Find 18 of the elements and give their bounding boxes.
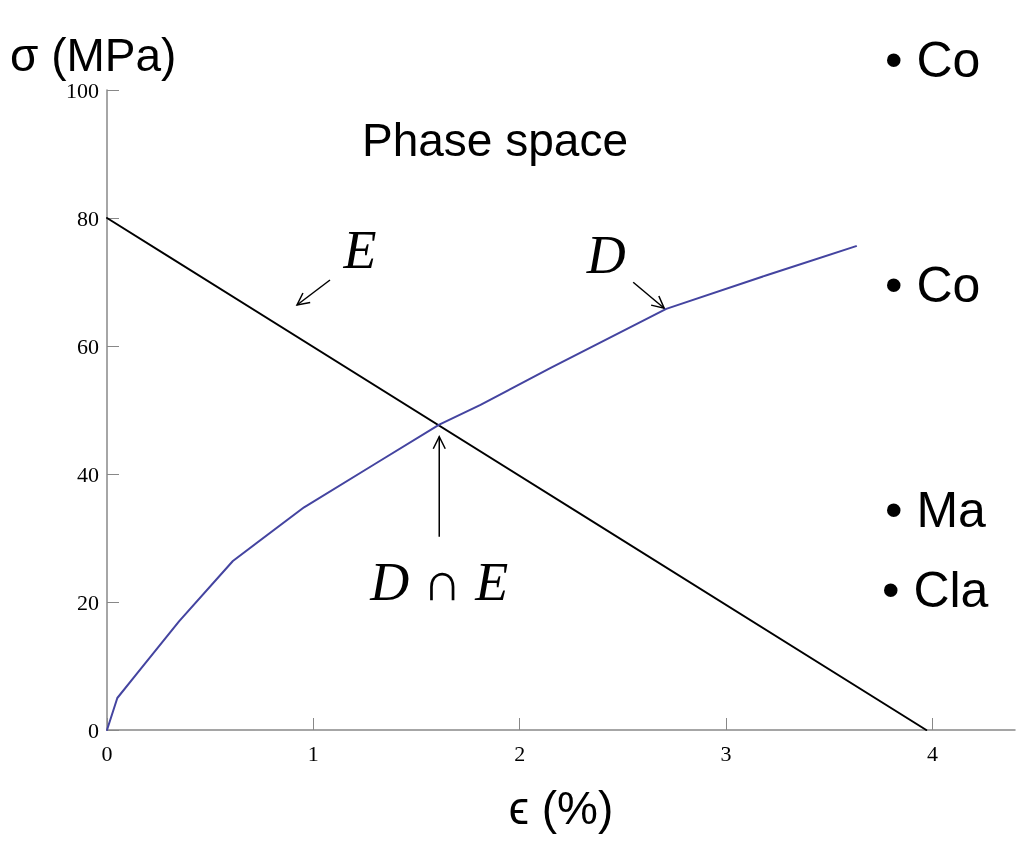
annotation: D ∩ E — [369, 551, 509, 612]
text: • Co — [885, 32, 981, 88]
x-tick-label: 1 — [307, 740, 319, 766]
x-tick-label: 2 — [514, 740, 526, 766]
annotation: Phase space — [362, 114, 628, 166]
x-tick-label: 3 — [720, 740, 732, 766]
y-tick-label: 20 — [77, 589, 99, 615]
annotation: • Cla — [882, 562, 989, 618]
annotation: • Co — [885, 257, 981, 313]
y-tick-label: 80 — [77, 205, 99, 231]
x-tick-label: 4 — [926, 740, 938, 766]
x-axis-title: ϵ (%) — [508, 782, 614, 834]
annotation: D — [585, 225, 626, 286]
y-tick-label: 0 — [88, 717, 99, 743]
y-tick-label: 60 — [77, 333, 99, 359]
annotation: E — [342, 220, 377, 280]
annotation: • Ma — [885, 482, 987, 538]
y-tick-label: 40 — [77, 461, 99, 487]
